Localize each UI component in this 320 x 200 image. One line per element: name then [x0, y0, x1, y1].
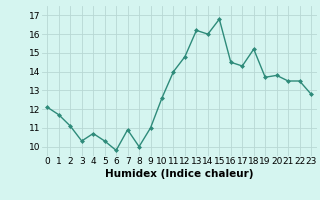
X-axis label: Humidex (Indice chaleur): Humidex (Indice chaleur): [105, 169, 253, 179]
